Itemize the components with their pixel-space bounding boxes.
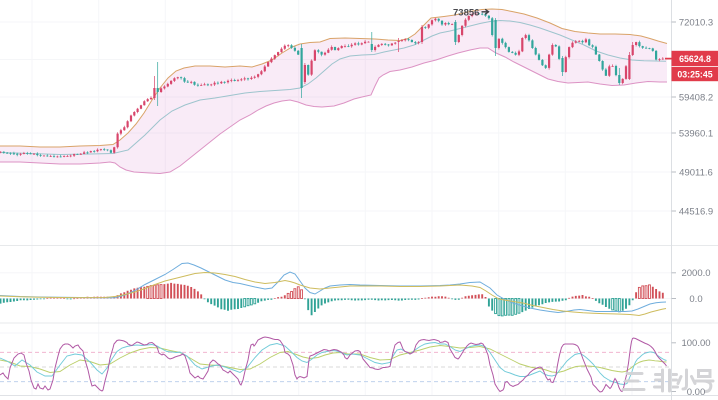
svg-text:03:25:45: 03:25:45 — [677, 69, 712, 79]
svg-text:72010.3: 72010.3 — [679, 17, 713, 28]
svg-text:65624.8: 65624.8 — [679, 54, 711, 64]
svg-text:2000.0: 2000.0 — [681, 268, 710, 279]
svg-text:49011.6: 49011.6 — [679, 167, 713, 178]
svg-text:73856: 73856 — [453, 7, 479, 18]
svg-text:100.00: 100.00 — [681, 338, 710, 349]
svg-text:44516.9: 44516.9 — [679, 206, 713, 217]
svg-text:0.00: 0.00 — [687, 387, 706, 398]
svg-text:0.0: 0.0 — [689, 294, 702, 305]
svg-text:53960.1: 53960.1 — [679, 128, 713, 139]
svg-text:59408.2: 59408.2 — [679, 92, 713, 103]
